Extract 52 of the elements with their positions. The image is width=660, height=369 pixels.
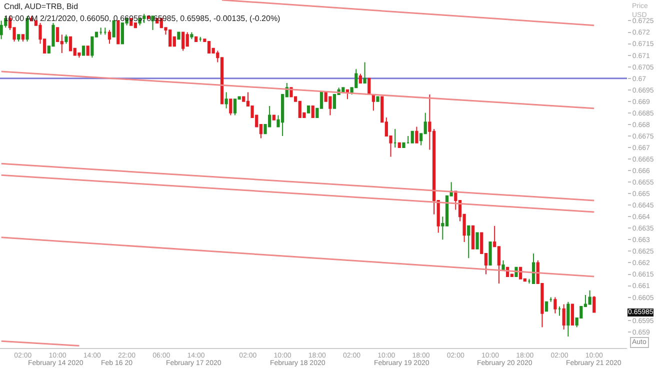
candlestick bbox=[532, 253, 536, 284]
candlestick bbox=[346, 89, 350, 100]
candlestick bbox=[104, 27, 107, 36]
candlestick bbox=[229, 98, 232, 116]
candlestick bbox=[562, 304, 566, 330]
candlestick bbox=[372, 94, 375, 112]
candlestick bbox=[108, 29, 112, 44]
candlestick bbox=[566, 301, 570, 337]
candlestick bbox=[549, 296, 552, 302]
candlestick bbox=[233, 98, 237, 116]
candlestick bbox=[554, 296, 557, 314]
candlestick bbox=[116, 20, 120, 44]
candlestick bbox=[207, 40, 211, 54]
candlestick bbox=[476, 232, 479, 250]
candlestick bbox=[376, 96, 380, 102]
candlestick bbox=[394, 128, 397, 148]
candlestick bbox=[502, 260, 505, 270]
candlestick bbox=[90, 36, 94, 58]
chart-title: Cndl, AUD=TRB, Bid bbox=[4, 2, 78, 11]
candlestick bbox=[328, 96, 332, 116]
candlestick bbox=[177, 32, 180, 40]
candlestick bbox=[194, 36, 198, 42]
candlestick bbox=[311, 106, 314, 118]
candlestick bbox=[363, 62, 366, 84]
candlestick bbox=[588, 290, 592, 305]
candlestick bbox=[410, 130, 414, 144]
candlestick bbox=[467, 225, 470, 259]
candlestick bbox=[86, 46, 90, 56]
candlestick bbox=[272, 114, 276, 120]
candlestick bbox=[112, 20, 116, 38]
candlestick bbox=[415, 126, 418, 144]
candlestick bbox=[17, 34, 20, 42]
candlestick bbox=[398, 142, 401, 148]
candlestick bbox=[488, 241, 492, 266]
candlestick bbox=[358, 73, 362, 84]
candlestick bbox=[190, 32, 194, 40]
candlestick bbox=[558, 306, 562, 316]
candlestick bbox=[120, 22, 124, 44]
candlestick bbox=[82, 46, 86, 56]
candlestick bbox=[570, 304, 574, 326]
candlestick bbox=[181, 32, 185, 52]
candlestick bbox=[544, 301, 548, 312]
candlestick bbox=[306, 106, 310, 114]
candlestick bbox=[592, 296, 596, 313]
candlestick bbox=[0, 20, 3, 40]
candlestick bbox=[64, 34, 68, 44]
candlestick bbox=[99, 27, 102, 36]
candlestick bbox=[198, 36, 202, 42]
candlestick bbox=[21, 34, 24, 42]
candlestick bbox=[224, 92, 228, 109]
candlestick bbox=[186, 32, 189, 47]
candlestick bbox=[471, 225, 475, 250]
